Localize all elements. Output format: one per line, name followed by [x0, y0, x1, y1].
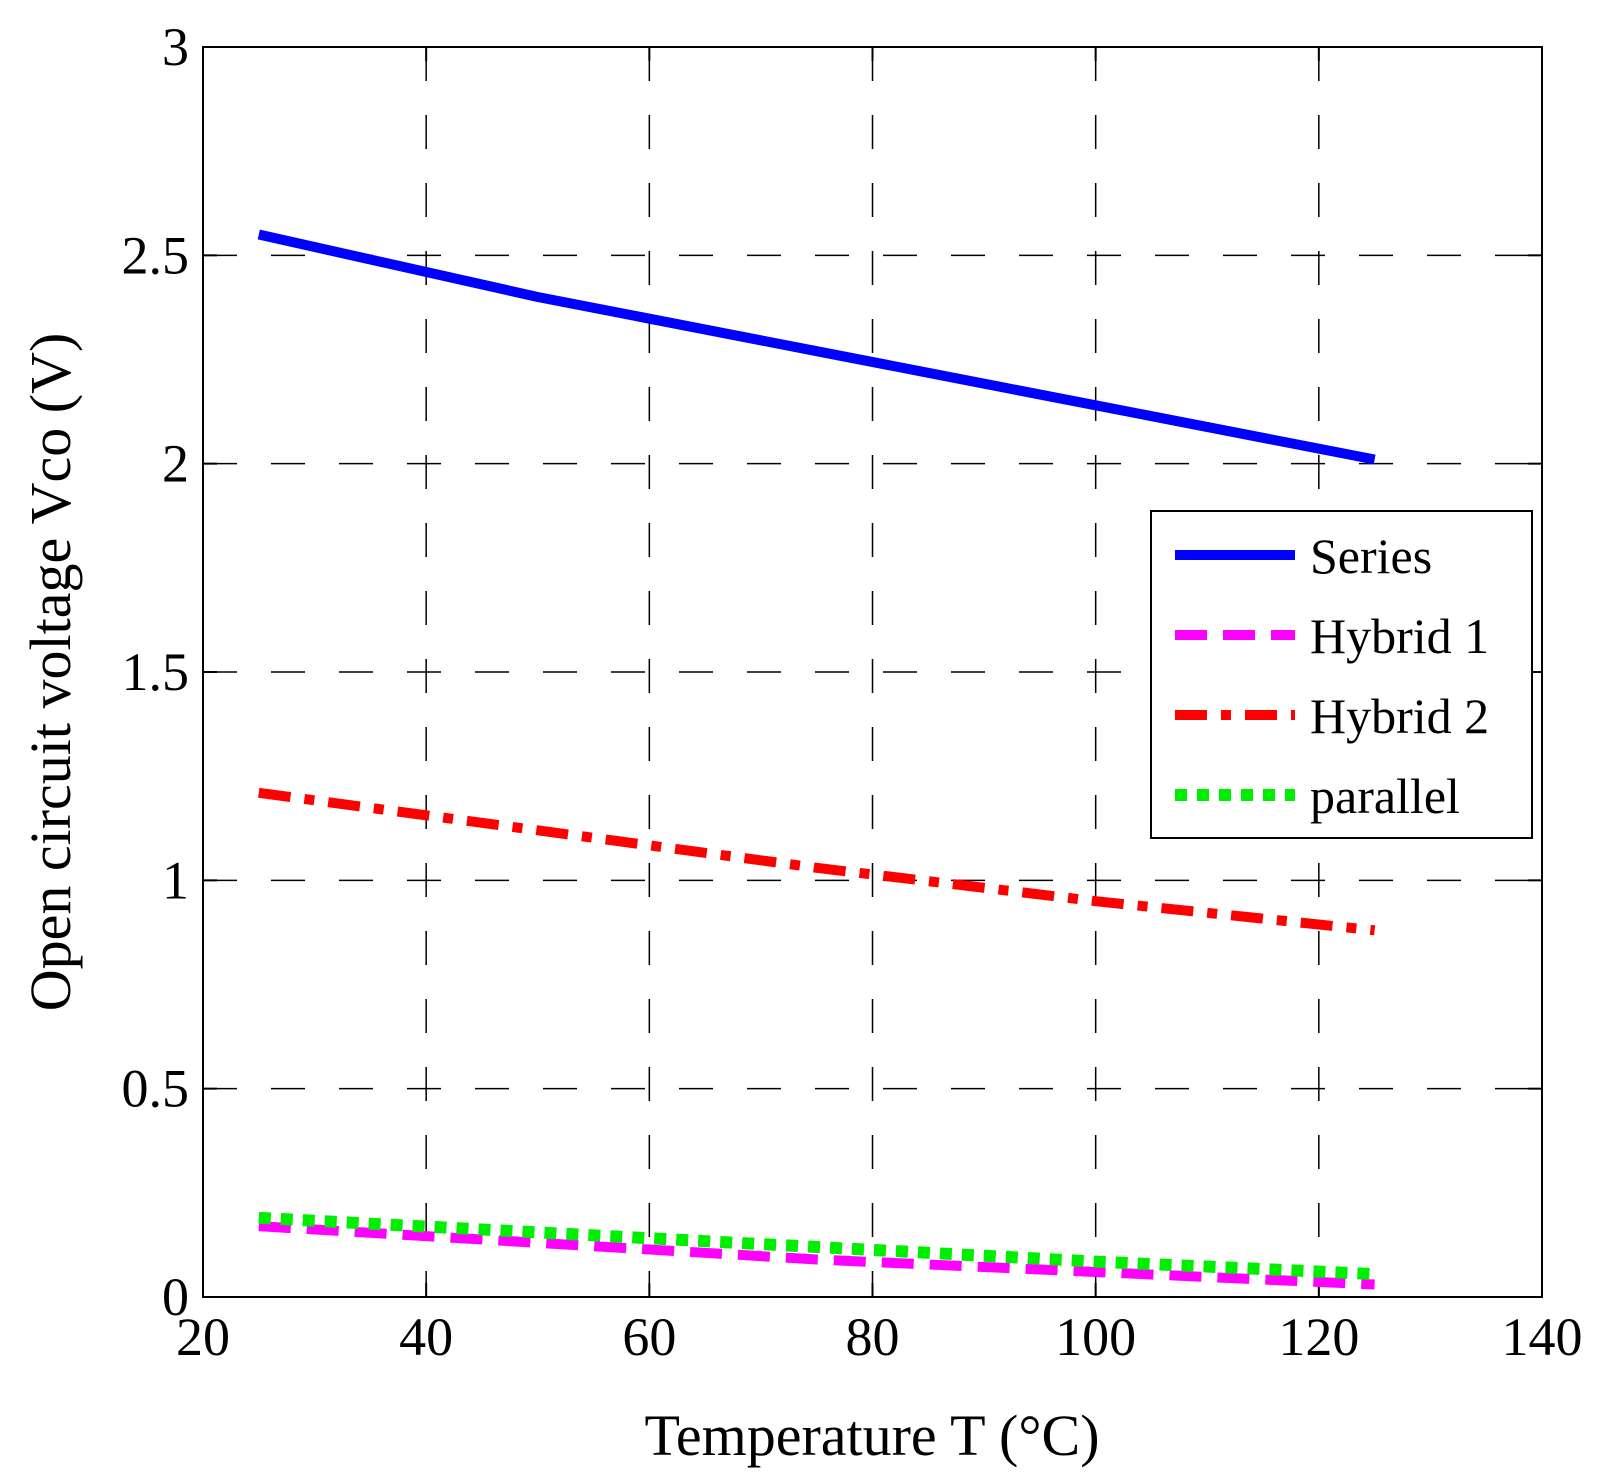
x-tick-label: 100 — [1055, 1307, 1136, 1367]
legend-label-parallel: parallel — [1310, 768, 1460, 824]
legend-label-series: Series — [1310, 528, 1432, 584]
x-tick-labels: 20 40 60 80 100 120 140 — [176, 1307, 1583, 1367]
y-tick-labels: 0 0.5 1 1.5 2 2.5 3 — [122, 17, 190, 1327]
legend-label-hybrid-2: Hybrid 2 — [1310, 688, 1489, 744]
y-tick-label: 1.5 — [122, 642, 190, 702]
series-line-parallel — [258, 1211, 1375, 1281]
legend: Series Hybrid 1 Hybrid 2 parallel — [1150, 510, 1533, 839]
y-tick-label: 1 — [162, 850, 189, 910]
y-tick-label: 2 — [162, 434, 189, 494]
y-tick-label: 0 — [162, 1267, 189, 1327]
y-tick-label: 2.5 — [122, 225, 190, 285]
x-tick-label: 60 — [622, 1307, 676, 1367]
y-axis-label: Open circuit voltage Vco (V) — [18, 333, 83, 1012]
x-tick-label: 120 — [1278, 1307, 1359, 1367]
x-tick-label: 140 — [1502, 1307, 1583, 1367]
x-tick-label: 80 — [846, 1307, 900, 1367]
y-tick-label: 3 — [162, 17, 189, 77]
legend-label-hybrid-1: Hybrid 1 — [1310, 608, 1489, 664]
series-line-series — [257, 229, 1376, 465]
x-tick-label: 20 — [176, 1307, 230, 1367]
x-axis-label: Temperature T (°C) — [644, 1403, 1099, 1468]
y-tick-label: 0.5 — [122, 1059, 190, 1119]
series-lines — [257, 229, 1376, 1290]
series-line-hybrid-1 — [258, 1221, 1375, 1290]
axis-ticks — [202, 46, 1543, 1298]
series-line-hybrid-2 — [258, 787, 1376, 936]
legend-box — [1150, 510, 1533, 839]
x-tick-label: 40 — [399, 1307, 453, 1367]
